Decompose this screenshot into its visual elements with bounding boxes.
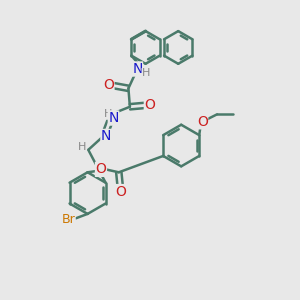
Text: N: N [108, 111, 119, 125]
Text: O: O [197, 115, 208, 129]
Text: O: O [103, 78, 114, 92]
Text: H: H [103, 109, 112, 119]
Text: H: H [78, 142, 86, 152]
Text: N: N [101, 130, 111, 143]
Text: O: O [95, 162, 106, 176]
Text: O: O [144, 98, 155, 112]
Text: N: N [132, 62, 142, 76]
Text: H: H [142, 68, 150, 79]
Text: O: O [115, 184, 126, 199]
Text: Br: Br [61, 213, 75, 226]
